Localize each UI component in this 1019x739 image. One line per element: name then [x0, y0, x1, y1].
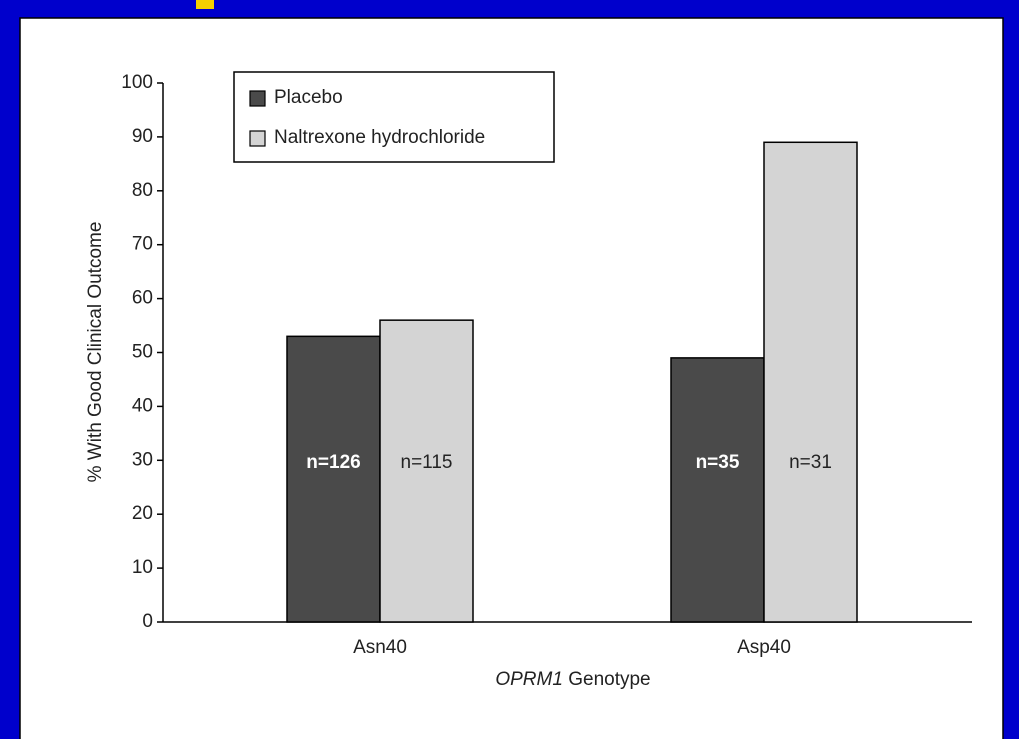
- y-axis-label: % With Good Clinical Outcome: [85, 222, 106, 483]
- frame-mark: [196, 0, 214, 9]
- legend-swatch: [249, 90, 266, 107]
- legend-label: Placebo: [274, 87, 343, 108]
- bar-annotation: n=115: [401, 452, 453, 473]
- y-tick-label: 20: [132, 503, 153, 524]
- x-axis-label-text: Genotype: [568, 669, 650, 690]
- x-tick-label: Asp40: [737, 637, 791, 658]
- y-tick-label: 60: [132, 288, 153, 309]
- bar-annotation: n=126: [306, 452, 360, 473]
- y-tick-label: 90: [132, 126, 153, 147]
- bar: [670, 357, 765, 623]
- bar: [763, 141, 858, 623]
- y-tick-label: 100: [121, 72, 153, 93]
- legend-label: Naltrexone hydrochloride: [274, 127, 485, 148]
- bar-annotation: n=31: [789, 452, 832, 473]
- legend-swatch: [249, 130, 266, 147]
- bar-annotation: n=35: [696, 452, 740, 473]
- bar: [379, 319, 474, 623]
- y-tick-label: 70: [132, 234, 153, 255]
- x-tick-label: Asn40: [353, 637, 407, 658]
- bar: [286, 335, 381, 623]
- y-tick-label: 10: [132, 557, 153, 578]
- y-tick-label: 80: [132, 180, 153, 201]
- x-axis-label-gene: OPRM1: [495, 669, 563, 690]
- x-axis-label: OPRM1 Genotype: [495, 669, 650, 690]
- legend-box: [233, 71, 555, 163]
- y-tick-label: 30: [132, 449, 153, 470]
- y-tick-label: 40: [132, 395, 153, 416]
- y-tick-label: 50: [132, 342, 153, 363]
- y-tick-label: 0: [142, 611, 153, 632]
